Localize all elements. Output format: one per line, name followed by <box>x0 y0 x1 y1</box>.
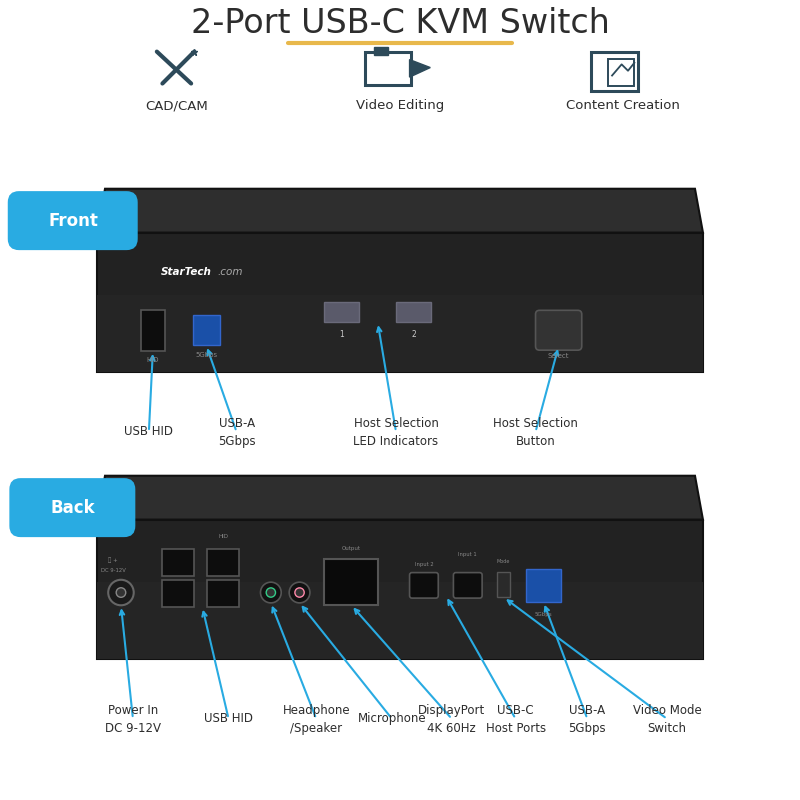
FancyBboxPatch shape <box>535 310 582 350</box>
Text: Switch: Switch <box>647 722 686 735</box>
Bar <box>97 519 703 659</box>
Polygon shape <box>97 189 703 233</box>
Bar <box>396 302 431 322</box>
Text: USB HID: USB HID <box>124 426 174 438</box>
FancyBboxPatch shape <box>8 191 138 250</box>
Polygon shape <box>97 476 703 519</box>
Text: Output: Output <box>342 546 361 551</box>
Bar <box>324 302 359 322</box>
Text: CAD/CAM: CAD/CAM <box>146 99 208 113</box>
Bar <box>498 572 510 598</box>
Text: USB-A: USB-A <box>570 704 606 718</box>
Circle shape <box>289 582 310 603</box>
Text: Input 1: Input 1 <box>458 553 477 558</box>
Text: Select: Select <box>548 353 570 358</box>
Text: Video Mode: Video Mode <box>633 704 702 718</box>
Text: Microphone: Microphone <box>358 712 426 726</box>
Bar <box>374 47 388 55</box>
Text: HID: HID <box>146 358 159 363</box>
FancyBboxPatch shape <box>10 478 135 537</box>
Text: USB-C: USB-C <box>498 704 534 718</box>
FancyBboxPatch shape <box>454 573 482 598</box>
Text: 5Gbps: 5Gbps <box>534 612 552 617</box>
Text: USB HID: USB HID <box>204 712 253 726</box>
Bar <box>97 582 703 659</box>
Polygon shape <box>410 59 430 77</box>
Text: 5Gbps: 5Gbps <box>218 435 255 448</box>
Circle shape <box>108 580 134 606</box>
Circle shape <box>295 588 304 597</box>
Bar <box>162 580 194 607</box>
Text: 1: 1 <box>339 330 344 339</box>
Text: DisplayPort: DisplayPort <box>418 704 486 718</box>
Text: ⏻ +: ⏻ + <box>108 558 118 563</box>
Bar <box>141 310 165 351</box>
Text: Host Selection: Host Selection <box>354 418 438 430</box>
Bar <box>162 549 194 576</box>
Bar <box>97 233 703 372</box>
Text: Mode: Mode <box>497 559 510 564</box>
Text: Button: Button <box>516 435 555 448</box>
Text: DC 9-12V: DC 9-12V <box>101 568 126 573</box>
Text: Input 2: Input 2 <box>414 562 434 567</box>
Circle shape <box>266 588 275 597</box>
Text: /Speaker: /Speaker <box>290 722 342 735</box>
Text: USB-A: USB-A <box>218 418 254 430</box>
Text: HID: HID <box>218 534 228 539</box>
Text: StarTech: StarTech <box>161 266 212 277</box>
Text: Power In: Power In <box>108 704 158 718</box>
Text: 2-Port USB-C KVM Switch: 2-Port USB-C KVM Switch <box>190 7 610 40</box>
Text: Content Creation: Content Creation <box>566 99 680 113</box>
Text: Host Ports: Host Ports <box>486 722 546 735</box>
Text: LED Indicators: LED Indicators <box>354 435 438 448</box>
Circle shape <box>116 588 126 598</box>
Bar <box>526 569 561 602</box>
Text: Back: Back <box>51 498 95 517</box>
Bar <box>207 580 239 607</box>
Bar <box>97 295 703 372</box>
Text: Front: Front <box>48 212 98 230</box>
Text: .com: .com <box>218 266 243 277</box>
Bar <box>193 315 220 346</box>
FancyBboxPatch shape <box>410 573 438 598</box>
Text: DC 9-12V: DC 9-12V <box>105 722 161 735</box>
Text: Headphone: Headphone <box>282 704 350 718</box>
Text: Host Selection: Host Selection <box>493 418 578 430</box>
Text: 5Gbps: 5Gbps <box>195 352 218 358</box>
Bar <box>324 559 378 606</box>
Bar <box>207 549 239 576</box>
Text: 2: 2 <box>411 330 416 339</box>
Text: 4K 60Hz: 4K 60Hz <box>427 722 476 735</box>
Text: Video Editing: Video Editing <box>356 99 444 113</box>
Circle shape <box>261 582 282 603</box>
Text: 5Gbps: 5Gbps <box>569 722 606 735</box>
